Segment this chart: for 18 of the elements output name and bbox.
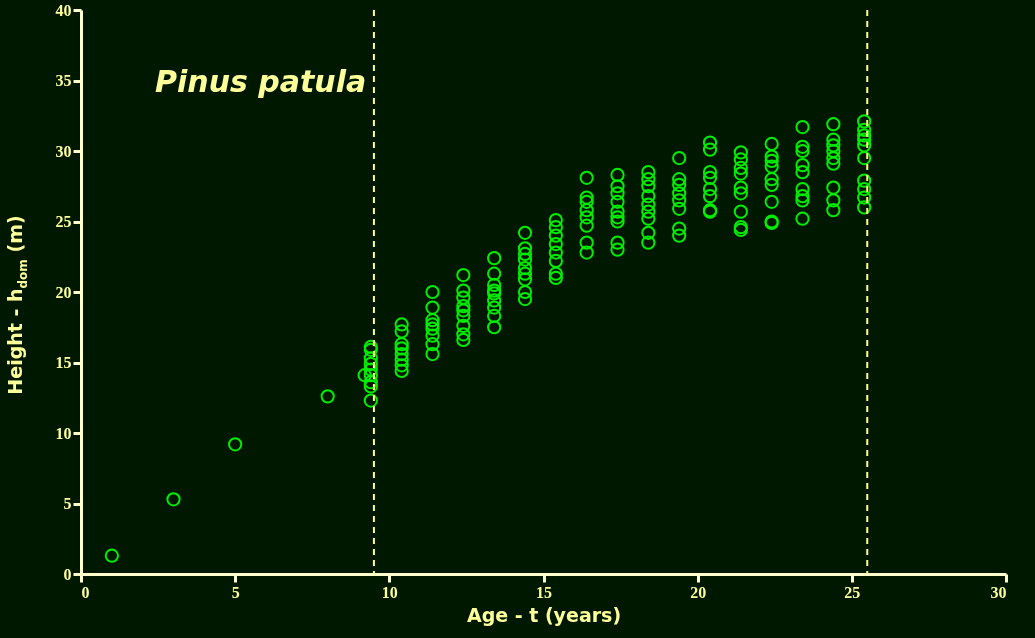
y-tick-label: 5 (63, 495, 72, 512)
y-tick-label: 10 (55, 424, 72, 442)
x-tick-label: 10 (381, 583, 398, 601)
x-tick-label: 0 (81, 583, 90, 601)
x-tick-label: 30 (990, 583, 1007, 601)
x-axis-title: Age - t (years) (466, 603, 622, 626)
y-tick-label: 0 (63, 565, 72, 583)
y-tick-label: 40 (55, 1, 72, 19)
y-tick-label: 30 (55, 142, 72, 160)
x-tick-label: 25 (844, 583, 861, 601)
x-tick-label: 20 (690, 583, 707, 601)
y-tick-label: 35 (55, 72, 72, 89)
y-tick-label: 25 (55, 213, 72, 230)
text: Pinus patula (155, 64, 367, 99)
y-tick-label: 15 (55, 354, 72, 371)
x-tick-label: 5 (231, 583, 240, 601)
y-tick-label: 20 (55, 283, 72, 301)
x-tick-label: 15 (536, 583, 552, 601)
